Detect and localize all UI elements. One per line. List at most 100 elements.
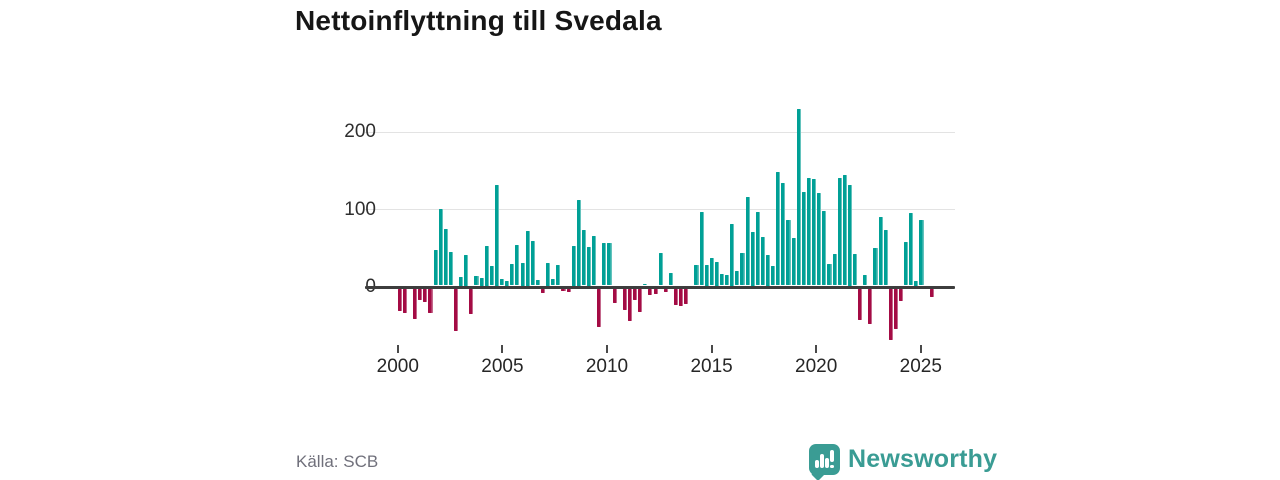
bar (801, 191, 806, 286)
bar (489, 266, 494, 286)
x-tick-label: 2005 (481, 356, 524, 377)
bar (919, 220, 924, 286)
bar (745, 197, 750, 286)
source-note: Källa: SCB (296, 452, 379, 471)
bar (581, 229, 586, 286)
bar (607, 242, 612, 286)
bar (832, 253, 837, 286)
bar (904, 242, 909, 286)
mini-bar-chart-icon (815, 450, 834, 468)
bar (658, 252, 663, 286)
bar (433, 249, 438, 286)
x-tick-label: 2000 (376, 356, 419, 377)
bar (464, 254, 469, 286)
bar (622, 288, 627, 311)
bar (505, 280, 510, 286)
bar (510, 263, 515, 286)
bar (791, 238, 796, 286)
bar (909, 213, 914, 286)
bar (847, 184, 852, 286)
y-tick-label: 100 (344, 198, 376, 220)
bar (638, 288, 643, 312)
bar (474, 276, 479, 286)
zero-line (365, 285, 955, 289)
bar (428, 288, 433, 313)
bar (725, 274, 730, 286)
newsworthy-logo-text: Newsworthy (848, 445, 998, 473)
x-tick-label: 2025 (899, 356, 942, 377)
bar (806, 177, 812, 286)
bar (454, 288, 459, 332)
bar (699, 211, 704, 286)
bar (627, 288, 633, 322)
bar (648, 288, 653, 295)
page-title: Nettoinflyttning till Svedala (295, 5, 662, 36)
bar (418, 288, 423, 301)
bar (812, 179, 817, 286)
bar (587, 246, 592, 286)
bar (873, 248, 878, 286)
bar (796, 108, 801, 286)
y-tick-label: 200 (344, 121, 376, 142)
bar (448, 252, 454, 286)
bar (520, 263, 525, 286)
x-tick-label: 2010 (585, 356, 629, 377)
bar (684, 288, 689, 304)
x-tick-label: 2015 (690, 356, 733, 377)
bar (668, 273, 673, 286)
bar (837, 177, 842, 286)
bar (413, 288, 418, 319)
bar (852, 253, 858, 286)
bar (730, 223, 735, 286)
bar (540, 288, 546, 294)
bar (714, 261, 719, 286)
bar (525, 230, 530, 286)
bar (883, 229, 888, 286)
bar (868, 288, 873, 325)
bar (438, 208, 443, 286)
bar (571, 246, 576, 286)
x-tick (396, 345, 399, 353)
bar (781, 183, 786, 286)
bar (827, 263, 832, 286)
x-tick (501, 345, 504, 353)
bar (561, 288, 566, 291)
bar (576, 199, 581, 286)
bar (694, 264, 699, 286)
bar (443, 228, 448, 286)
bar (546, 263, 551, 286)
bar (704, 265, 709, 286)
bar (500, 279, 505, 286)
bar (776, 171, 781, 286)
bar (484, 246, 489, 286)
bar (719, 273, 725, 286)
bar (771, 266, 776, 286)
speech-bubble-tail (810, 466, 826, 480)
bar (556, 264, 561, 286)
gridline (365, 209, 955, 210)
bar (735, 270, 740, 286)
bar (709, 257, 714, 286)
bar (863, 275, 868, 286)
bar (469, 288, 474, 315)
bar (766, 254, 771, 286)
bar (397, 288, 402, 311)
bar (822, 211, 827, 286)
bar (515, 245, 520, 286)
bar (878, 217, 883, 286)
bar (899, 288, 904, 301)
bar (893, 288, 899, 329)
bar (914, 280, 919, 286)
bar (653, 288, 658, 294)
bar (858, 288, 863, 321)
bar (760, 236, 766, 286)
bar (612, 288, 617, 303)
bar (592, 235, 597, 286)
bar (755, 211, 760, 286)
bar (479, 277, 484, 286)
bar (842, 174, 847, 286)
gridline (365, 131, 955, 133)
bar (750, 232, 755, 286)
bar (633, 288, 638, 301)
bar (929, 288, 934, 297)
